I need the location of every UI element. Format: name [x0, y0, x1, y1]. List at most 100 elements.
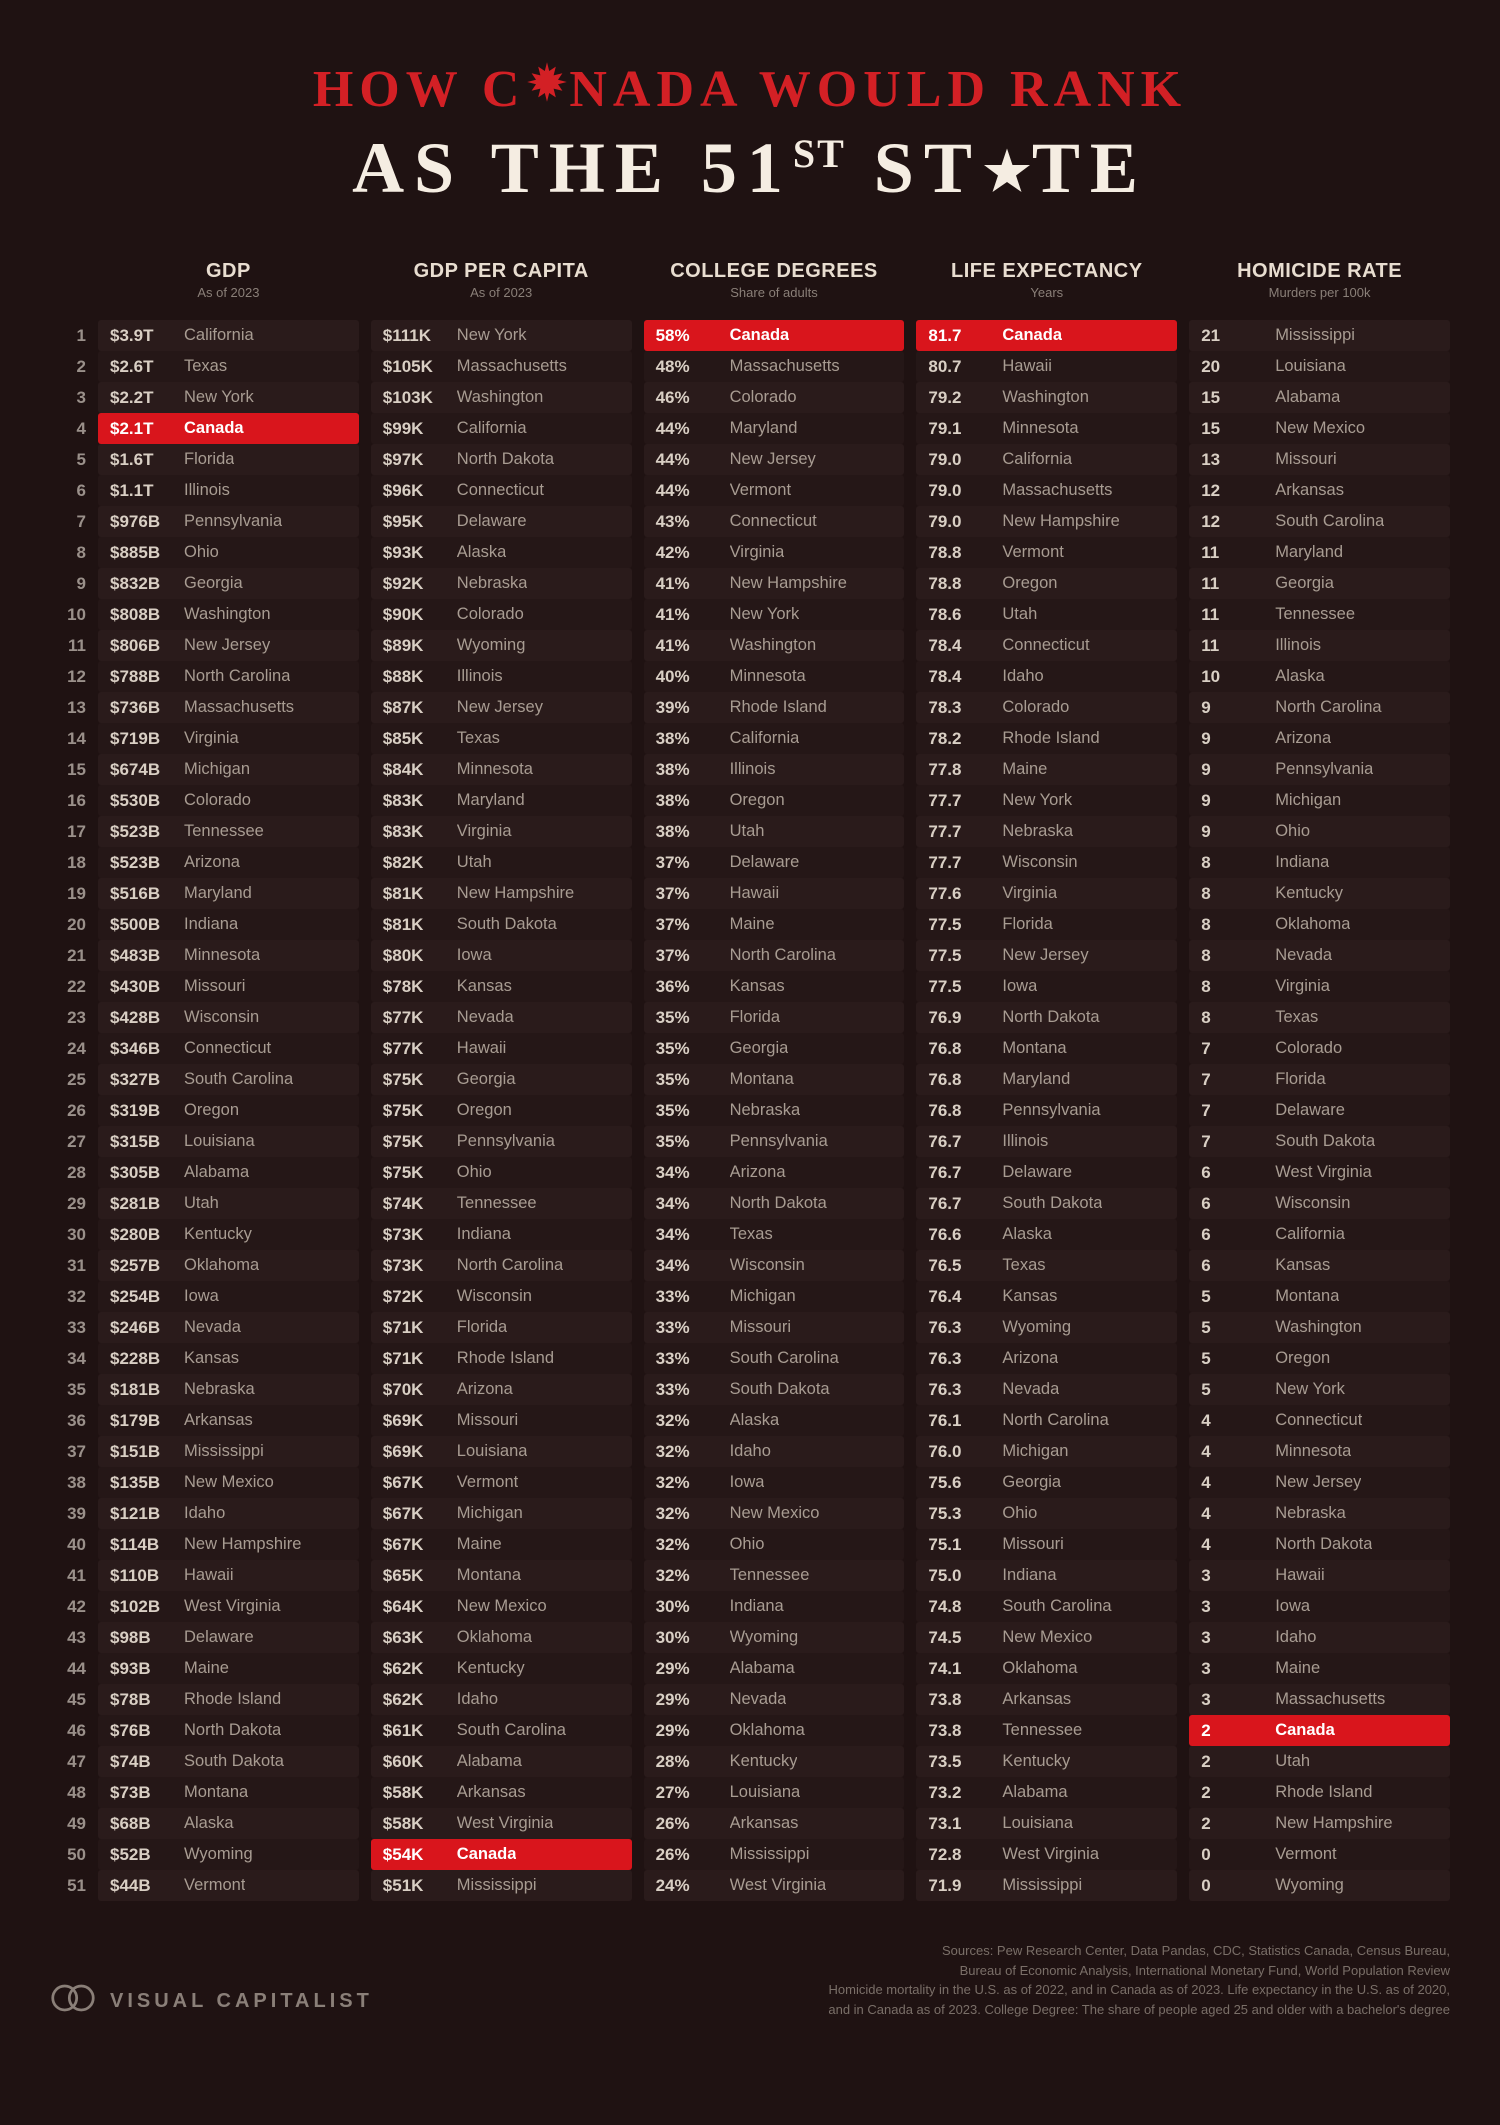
- table-row: $51KMississippi: [371, 1870, 632, 1901]
- row-name: Ohio: [730, 1535, 765, 1554]
- rank-number: 46: [50, 1715, 86, 1746]
- row-name: Canada: [1002, 326, 1062, 345]
- row-name: Oregon: [1275, 1349, 1330, 1368]
- table-row: $65KMontana: [371, 1560, 632, 1591]
- row-name: Louisiana: [457, 1442, 528, 1461]
- table-row: $114BNew Hampshire: [98, 1529, 359, 1560]
- table-row: $93KAlaska: [371, 537, 632, 568]
- row-name: South Dakota: [1002, 1194, 1102, 1213]
- table-row: 79.0California: [916, 444, 1177, 475]
- row-value: 41%: [656, 636, 730, 656]
- row-value: 79.0: [928, 512, 1002, 532]
- table-row: 6Wisconsin: [1189, 1188, 1450, 1219]
- row-value: $530B: [110, 791, 184, 811]
- table-row: 74.1Oklahoma: [916, 1653, 1177, 1684]
- row-name: Connecticut: [730, 512, 817, 531]
- row-value: 77.7: [928, 853, 1002, 873]
- rank-number: 43: [50, 1622, 86, 1653]
- row-value: 38%: [656, 729, 730, 749]
- table-row: $976BPennsylvania: [98, 506, 359, 537]
- row-value: 44%: [656, 450, 730, 470]
- table-row: $74BSouth Dakota: [98, 1746, 359, 1777]
- row-name: Tennessee: [457, 1194, 537, 1213]
- table-row: 79.0Massachusetts: [916, 475, 1177, 506]
- table-row: 44%New Jersey: [644, 444, 905, 475]
- table-row: 8Indiana: [1189, 847, 1450, 878]
- table-row: 12Arkansas: [1189, 475, 1450, 506]
- table-row: $346BConnecticut: [98, 1033, 359, 1064]
- row-name: Rhode Island: [1275, 1783, 1372, 1802]
- table-row: 34%Wisconsin: [644, 1250, 905, 1281]
- row-value: $254B: [110, 1287, 184, 1307]
- row-value: 33%: [656, 1380, 730, 1400]
- title-l2-end: TE: [1032, 128, 1148, 208]
- row-value: 81.7: [928, 326, 1002, 346]
- title-l1-post: NADA WOULD RANK: [569, 61, 1187, 118]
- table-row: 78.8Vermont: [916, 537, 1177, 568]
- table-row: 33%Michigan: [644, 1281, 905, 1312]
- row-value: $280B: [110, 1225, 184, 1245]
- table-row: 79.1Minnesota: [916, 413, 1177, 444]
- row-name: Mississippi: [457, 1876, 537, 1895]
- row-value: $2.2T: [110, 388, 184, 408]
- data-columns: 1234567891011121314151617181920212223242…: [50, 260, 1450, 1901]
- table-row: 30%Indiana: [644, 1591, 905, 1622]
- table-row: 76.7Illinois: [916, 1126, 1177, 1157]
- row-name: Washington: [730, 636, 817, 655]
- table-row: $430BMissouri: [98, 971, 359, 1002]
- row-name: West Virginia: [1002, 1845, 1099, 1864]
- row-name: Virginia: [1002, 884, 1057, 903]
- row-value: 32%: [656, 1504, 730, 1524]
- row-value: $315B: [110, 1132, 184, 1152]
- row-value: 0: [1201, 1845, 1275, 1865]
- row-name: New York: [1275, 1380, 1345, 1399]
- row-name: Oregon: [1002, 574, 1057, 593]
- row-name: Kansas: [457, 977, 512, 996]
- row-name: Michigan: [184, 760, 250, 779]
- table-row: 71.9Mississippi: [916, 1870, 1177, 1901]
- row-name: Wisconsin: [457, 1287, 532, 1306]
- row-value: 15: [1201, 419, 1275, 439]
- table-row: 9Pennsylvania: [1189, 754, 1450, 785]
- row-name: Arkansas: [184, 1411, 253, 1430]
- table-row: 6California: [1189, 1219, 1450, 1250]
- row-name: North Carolina: [457, 1256, 563, 1275]
- row-value: 8: [1201, 853, 1275, 873]
- row-value: $428B: [110, 1008, 184, 1028]
- table-row: $3.9TCalifornia: [98, 320, 359, 351]
- rank-number: 30: [50, 1219, 86, 1250]
- row-name: Vermont: [730, 481, 791, 500]
- table-row: 9Michigan: [1189, 785, 1450, 816]
- column-header: LIFE EXPECTANCYYears: [916, 260, 1177, 320]
- row-name: Oklahoma: [1002, 1659, 1077, 1678]
- table-row: 24%West Virginia: [644, 1870, 905, 1901]
- row-name: Michigan: [457, 1504, 523, 1523]
- row-value: $78B: [110, 1690, 184, 1710]
- row-value: 78.8: [928, 543, 1002, 563]
- table-row: 78.3Colorado: [916, 692, 1177, 723]
- row-name: Iowa: [184, 1287, 219, 1306]
- row-value: 76.9: [928, 1008, 1002, 1028]
- row-value: 12: [1201, 481, 1275, 501]
- table-row: $73BMontana: [98, 1777, 359, 1808]
- table-row: 80.7Hawaii: [916, 351, 1177, 382]
- star-icon: [982, 131, 1032, 214]
- row-name: Indiana: [184, 915, 238, 934]
- row-name: Maryland: [730, 419, 798, 438]
- rank-number: 28: [50, 1157, 86, 1188]
- row-value: $327B: [110, 1070, 184, 1090]
- table-row: $2.6TTexas: [98, 351, 359, 382]
- rank-number: 13: [50, 692, 86, 723]
- column-title: LIFE EXPECTANCY: [916, 260, 1177, 283]
- row-value: 2: [1201, 1783, 1275, 1803]
- table-row: 8Virginia: [1189, 971, 1450, 1002]
- row-name: Virginia: [730, 543, 785, 562]
- row-value: 3: [1201, 1659, 1275, 1679]
- row-value: $87K: [383, 698, 457, 718]
- table-row: 7Colorado: [1189, 1033, 1450, 1064]
- table-row: 78.4Connecticut: [916, 630, 1177, 661]
- row-name: Vermont: [184, 1876, 245, 1895]
- row-name: Texas: [1275, 1008, 1318, 1027]
- table-row: 35%Pennsylvania: [644, 1126, 905, 1157]
- row-value: $44B: [110, 1876, 184, 1896]
